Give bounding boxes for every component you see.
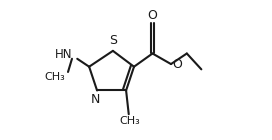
Text: S: S <box>109 34 117 47</box>
Text: O: O <box>148 9 157 22</box>
Text: CH₃: CH₃ <box>120 116 140 126</box>
Text: HN: HN <box>54 48 72 61</box>
Text: N: N <box>91 93 100 106</box>
Text: O: O <box>172 58 182 71</box>
Text: CH₃: CH₃ <box>45 72 65 82</box>
